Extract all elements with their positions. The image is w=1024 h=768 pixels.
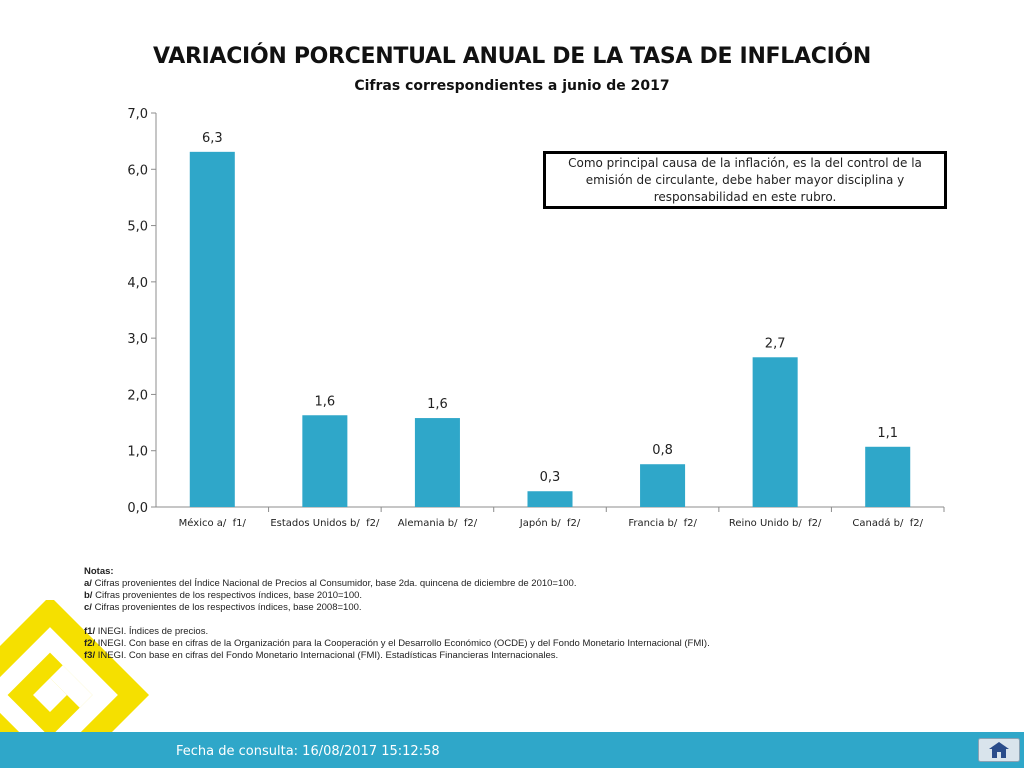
y-tick-label: 0,0 [127,501,148,516]
callout-text: Como principal causa de la inflación, es… [568,155,922,204]
x-tick-label: Japón b/ f2/ [519,517,581,529]
y-tick-label: 5,0 [127,220,148,235]
x-tick-label: Francia b/ f2/ [628,518,697,529]
data-label: 2,7 [765,336,786,351]
x-tick-label: México a/ f1/ [179,517,247,529]
data-label: 0,3 [540,470,561,485]
y-tick-label: 4,0 [127,276,148,291]
callout-box: Como principal causa de la inflación, es… [543,151,947,209]
bar [527,491,573,507]
bar [302,415,348,507]
bar [640,464,686,507]
chart-subtitle: Cifras correspondientes a junio de 2017 [354,78,670,94]
y-tick-label: 3,0 [127,332,148,347]
y-tick-label: 6,0 [127,163,148,178]
data-label: 1,1 [877,426,898,441]
x-tick-label: Estados Unidos b/ f2/ [270,518,380,529]
notes-heading: Notas: [84,566,114,577]
bar [865,446,911,507]
x-tick-label: Reino Unido b/ f2/ [729,518,822,529]
bar [752,357,798,507]
data-label: 0,8 [652,443,673,458]
note-c: c/ Cifras provenientes de los respectivo… [84,602,362,613]
note-f2: f2/ INEGI. Con base en cifras de la Orga… [84,638,710,649]
data-label: 1,6 [315,394,336,409]
chart-title: VARIACIÓN PORCENTUAL ANUAL DE LA TASA DE… [153,44,871,69]
note-f3: f3/ INEGI. Con base en cifras del Fondo … [84,650,559,661]
bar [189,151,235,507]
notes-section: Notas: a/ Cifras provenientes del Índice… [84,566,710,662]
consult-date: Fecha de consulta: 16/08/2017 15:12:58 [176,744,440,759]
x-tick-label: Canadá b/ f2/ [852,517,923,529]
y-tick-label: 7,0 [127,107,148,122]
data-label: 6,3 [202,131,223,146]
home-icon[interactable] [978,738,1020,762]
y-tick-label: 2,0 [127,388,148,403]
x-tick-label: Alemania b/ f2/ [398,518,478,529]
note-f1: f1/ INEGI. Índices de precios. [84,626,209,637]
y-tick-label: 1,0 [127,445,148,460]
bar [414,418,460,507]
footer-bar [0,732,1024,768]
note-b: b/ Cifras provenientes de los respectivo… [84,590,363,601]
data-label: 1,6 [427,397,448,412]
note-a: a/ Cifras provenientes del Índice Nacion… [84,578,577,589]
bar-chart: 0,0 1,0 2,0 3,0 4,0 5,0 6,0 7,0 6,3 México a/ f1… [127,107,945,529]
